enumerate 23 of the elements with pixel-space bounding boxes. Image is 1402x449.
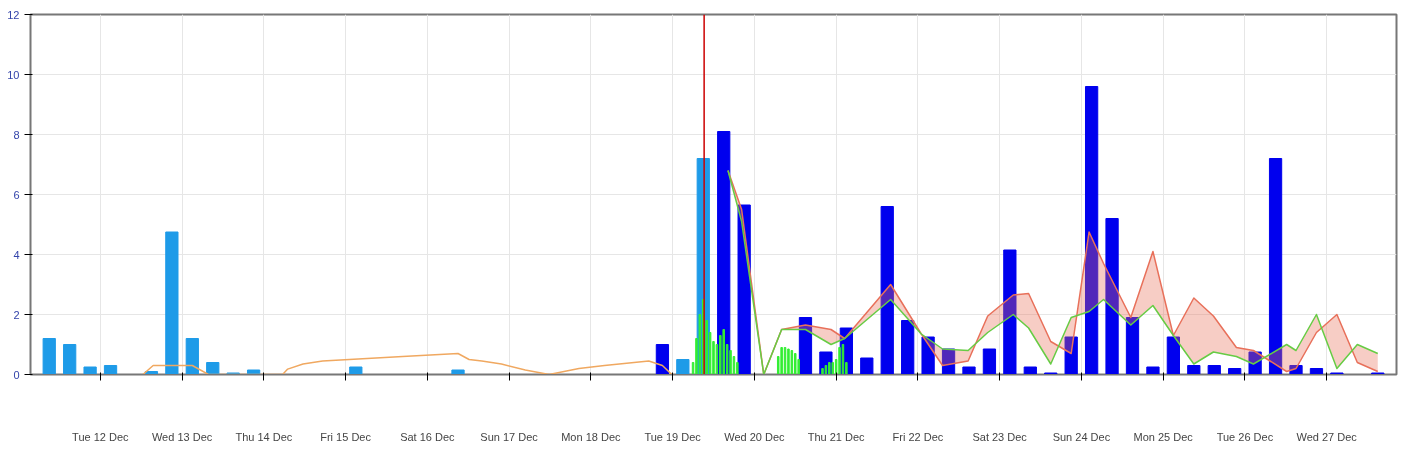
x-tick-label: Thu 21 Dec	[807, 430, 866, 443]
x-tick-label: Wed 20 Dec	[724, 430, 786, 443]
x-tick-label: Sun 17 Dec	[480, 430, 539, 443]
x-tick-label: Fri 22 Dec	[892, 430, 944, 443]
x-tick-label: Thu 14 Dec	[235, 430, 293, 443]
x-tick-label: Fri 15 Dec	[320, 430, 372, 443]
x-tick-label: Tue 26 Dec	[1216, 430, 1274, 443]
x-tick-label: Wed 13 Dec	[151, 430, 213, 443]
x-tick-label: Sat 23 Dec	[972, 430, 1028, 443]
x-tick-label: Mon 25 Dec	[1133, 430, 1194, 443]
y-tick-label: 2	[13, 308, 20, 321]
y-tick-label: 10	[7, 68, 20, 81]
y-tick-label: 4	[13, 248, 20, 261]
y-tick-label: 12	[7, 8, 20, 21]
y-tick-label: 0	[13, 368, 20, 381]
x-tick-label: Wed 27 Dec	[1296, 430, 1358, 443]
x-tick-label: Tue 19 Dec	[644, 430, 702, 443]
x-tick-label: Sat 16 Dec	[400, 430, 456, 443]
y-tick-label: 8	[13, 128, 20, 141]
x-tick-label: Sun 24 Dec	[1052, 430, 1111, 443]
x-tick-label: Mon 18 Dec	[561, 430, 622, 443]
x-tick-label: Tue 12 Dec	[72, 430, 130, 443]
y-tick-label: 6	[13, 188, 20, 201]
